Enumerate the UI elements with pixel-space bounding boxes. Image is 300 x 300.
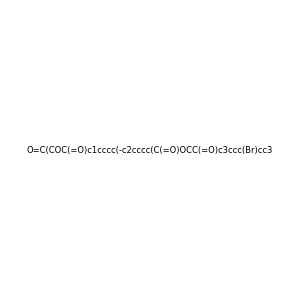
Text: O=C(COC(=O)c1cccc(-c2cccc(C(=O)OCC(=O)c3ccc(Br)cc3: O=C(COC(=O)c1cccc(-c2cccc(C(=O)OCC(=O)c3… (27, 146, 273, 154)
